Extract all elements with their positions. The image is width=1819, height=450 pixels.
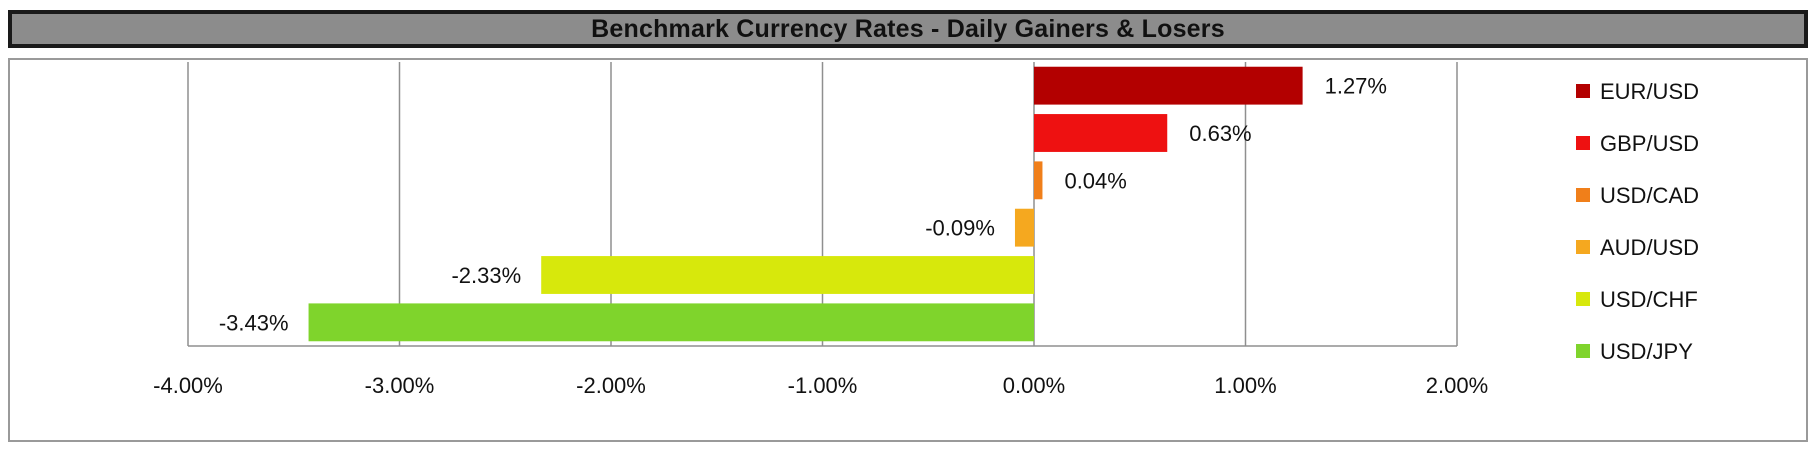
legend-label: EUR/USD [1600,79,1699,104]
legend-label: AUD/USD [1600,235,1699,260]
legend-label: USD/CHF [1600,287,1698,312]
bar [1034,161,1043,200]
chart-frame [8,58,1808,442]
x-tick-label: 1.00% [1214,373,1276,398]
legend-swatch [1576,188,1590,202]
legend-label: USD/JPY [1600,339,1693,364]
bar [1034,114,1168,152]
legend-label: GBP/USD [1600,131,1699,156]
legend-swatch [1576,344,1590,358]
bar [1014,208,1034,247]
legend-swatch [1576,240,1590,254]
data-label: 0.04% [1064,168,1126,193]
data-label: 0.63% [1189,121,1251,146]
chart-title-bar: Benchmark Currency Rates - Daily Gainers… [8,10,1808,48]
x-tick-label: -2.00% [576,373,646,398]
x-tick-label: -3.00% [365,373,435,398]
data-label: -2.33% [451,263,521,288]
bar [1034,66,1303,105]
data-label: -0.09% [925,216,995,241]
x-tick-label: -4.00% [153,373,223,398]
chart-title: Benchmark Currency Rates - Daily Gainers… [591,14,1225,43]
data-label: 1.27% [1325,74,1387,99]
bar [308,303,1034,342]
x-tick-label: 2.00% [1426,373,1488,398]
x-tick-label: -1.00% [788,373,858,398]
bar [541,256,1034,294]
x-tick-label: 0.00% [1003,373,1065,398]
data-label: -3.43% [219,310,289,335]
legend-label: USD/CAD [1600,183,1699,208]
legend-swatch [1576,136,1590,150]
legend-swatch [1576,292,1590,306]
legend-swatch [1576,84,1590,98]
